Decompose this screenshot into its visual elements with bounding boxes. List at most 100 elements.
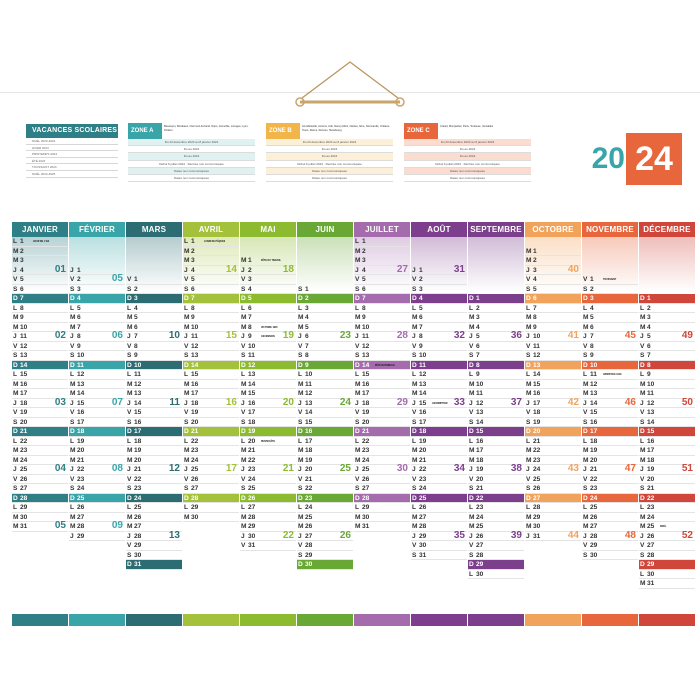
weekday-letter: L — [640, 437, 645, 445]
day-number: 24 — [305, 504, 313, 511]
weekday-letter: J — [640, 399, 644, 407]
day-number: 25 — [20, 466, 28, 473]
day-number: 23 — [590, 485, 598, 492]
month-header-gradient — [297, 237, 353, 292]
week-number: 10 — [168, 330, 180, 341]
day-number: 8 — [248, 323, 252, 331]
day-row: L 16 — [468, 437, 524, 446]
weekday-letter: M — [640, 523, 646, 530]
weekday-letter: S — [469, 352, 474, 359]
weekday-letter: J — [241, 532, 245, 540]
day-number: 6 — [191, 285, 195, 293]
month-column: MAI M 1 FÊTE DU TRAVAIL J 2 V 3 S 4 D 5 L 6 M 7 M 8 VICTOI… — [240, 222, 296, 628]
day-row: M 15 — [240, 389, 296, 399]
day-number: 8 — [362, 304, 366, 312]
weekday-letter: L — [13, 504, 18, 511]
weekday-letter: S — [127, 551, 132, 559]
day-number: 15 — [419, 399, 427, 407]
weekday-letter: S — [13, 485, 18, 492]
day-row: L 29 — [354, 503, 410, 513]
week-number: 30 — [396, 463, 408, 474]
day-number: 7 — [476, 352, 480, 359]
day-number: 5 — [533, 285, 537, 293]
weekday-letter: J — [469, 466, 473, 473]
day-row: D 19 — [240, 427, 296, 437]
weekday-letter: D — [412, 361, 417, 369]
weekday-letter: D — [412, 428, 417, 435]
day-number: 21 — [476, 485, 484, 492]
day-row: L 22 — [183, 437, 239, 446]
day-number: 11 — [533, 342, 540, 350]
week-number: 26 — [339, 529, 351, 541]
weekday-letter: J — [526, 466, 530, 473]
day-row: S 10 — [411, 351, 467, 361]
weekday-letter: M — [526, 247, 532, 255]
weekday-letter: D — [640, 561, 645, 568]
week-number: 31 — [453, 263, 465, 275]
month-footer-bar — [69, 614, 125, 626]
day-number: 28 — [77, 523, 85, 530]
weekday-letter: L — [583, 371, 588, 378]
day-row: D 13 — [525, 360, 581, 370]
day-number: 3 — [590, 295, 594, 302]
weekday-letter: M — [70, 523, 76, 530]
day-number: 24 — [77, 485, 85, 492]
day-row: S 20 — [354, 418, 410, 427]
day-row: J 18 — [354, 399, 410, 408]
weekday-letter: S — [70, 485, 75, 492]
day-row: D 18 — [69, 427, 125, 437]
day-row: V 28 — [297, 541, 353, 551]
weekday-letter: M — [412, 456, 418, 464]
day-number: 27 — [647, 542, 655, 549]
weekday-letter: L — [469, 570, 474, 578]
weekday-letter: M — [127, 456, 133, 464]
day-number: 18 — [191, 399, 199, 407]
day-number: 26 — [134, 513, 142, 521]
month-footer-bar — [183, 614, 239, 626]
day-row: D 23 — [297, 493, 353, 503]
day-number: 9 — [419, 342, 423, 350]
weekday-letter: M — [583, 390, 589, 397]
weekday-letter: S — [184, 485, 189, 492]
month-header: AVRIL — [183, 222, 239, 237]
day-row: V 31 — [240, 541, 296, 551]
weekday-letter: S — [184, 352, 189, 359]
month-footer-bar — [240, 614, 296, 626]
day-number: 16 — [476, 437, 484, 445]
day-number: 20 — [362, 418, 370, 426]
month-column: JUILLET L 1 M 2 M 3 J 4 V 5 S 6 D 7 L 8 M 9 M 10 J 11 V 12 S 13 D 14… — [354, 222, 410, 628]
week-number: 41 — [567, 330, 579, 341]
day-number: 10 — [77, 352, 85, 359]
month-header-gradient — [240, 237, 296, 292]
weekday-letter: V — [583, 276, 588, 283]
weekday-letter: M — [241, 456, 247, 464]
day-number: 28 — [362, 494, 370, 502]
weekday-letter: M — [640, 314, 646, 321]
day-number: 2 — [191, 247, 195, 255]
weekday-letter: V — [184, 475, 189, 483]
weekday-letter: J — [70, 266, 74, 274]
day-row: V 15 — [582, 408, 638, 418]
day-number: 1 — [362, 238, 366, 245]
weekday-letter: M — [355, 323, 361, 331]
day-number: 30 — [20, 513, 28, 521]
day-row: J 20 — [297, 465, 353, 475]
vacances-period-row: NOËL 2024-2025 — [26, 171, 118, 178]
day-row: S 27 — [183, 484, 239, 494]
